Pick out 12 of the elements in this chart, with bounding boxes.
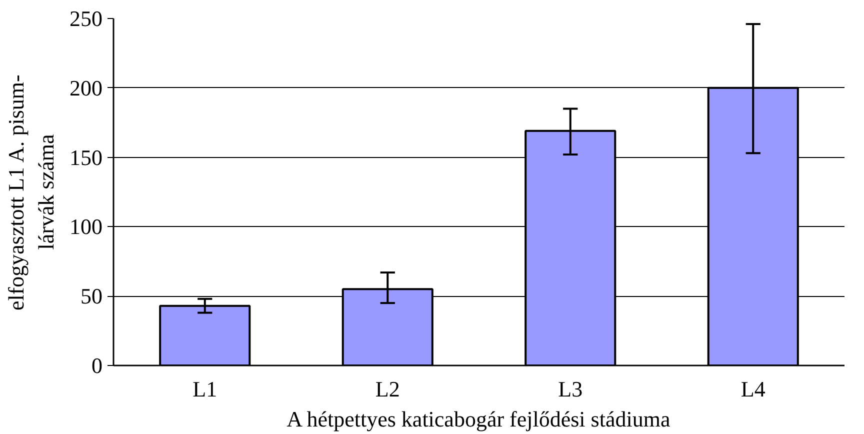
x-tick-label: L2: [375, 376, 400, 402]
x-tick-label: L3: [558, 376, 583, 402]
y-tick-label: 0: [92, 353, 102, 378]
y-tick-label: 50: [80, 284, 102, 309]
y-tick-label: 100: [70, 214, 102, 240]
y-tick-label: 250: [70, 6, 102, 31]
x-tick-label: L4: [740, 376, 766, 402]
y-tick-label: 200: [70, 75, 102, 100]
x-axis-title: A hétpettyes katicabogár fejlődési stádiuma: [286, 406, 670, 432]
x-tick-label: L1: [192, 376, 218, 402]
y-axis-title: elfogyasztott L1 A. pisum- lárvák száma: [4, 74, 58, 311]
y-tick-label: 150: [70, 144, 102, 170]
